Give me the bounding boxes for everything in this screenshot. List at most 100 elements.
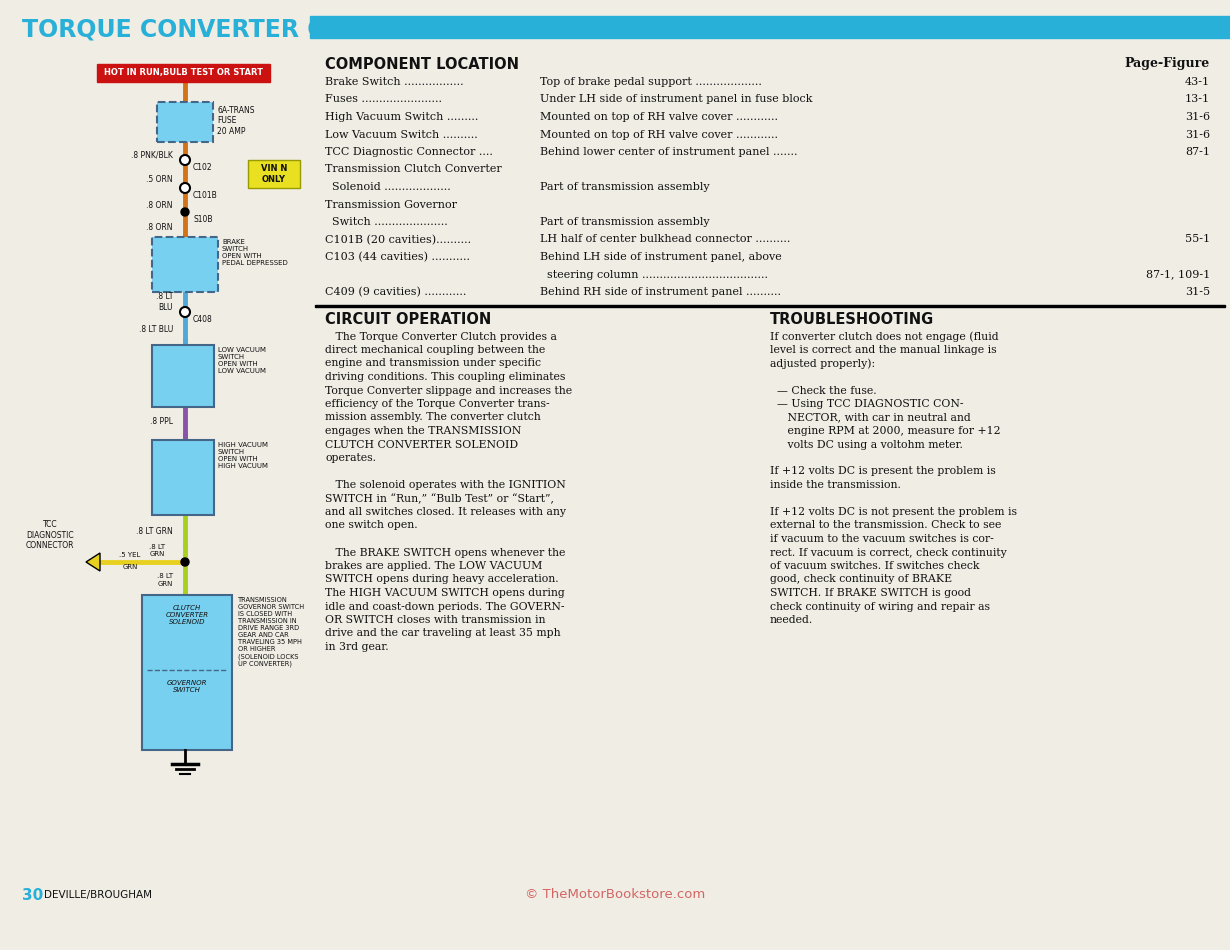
Text: 31-6: 31-6 <box>1184 129 1210 140</box>
Text: S10B: S10B <box>193 215 213 224</box>
Text: TROUBLESHOOTING: TROUBLESHOOTING <box>770 312 935 327</box>
Text: Part of transmission assembly: Part of transmission assembly <box>540 217 710 227</box>
Text: If converter clutch does not engage (fluid: If converter clutch does not engage (flu… <box>770 332 999 342</box>
Text: of vacuum switches. If switches check: of vacuum switches. If switches check <box>770 561 979 571</box>
Text: COMPONENT LOCATION: COMPONENT LOCATION <box>325 57 519 72</box>
Text: .5 ORN: .5 ORN <box>146 176 173 184</box>
Text: Fuses .......................: Fuses ....................... <box>325 94 442 104</box>
Text: Torque Converter slippage and increases the: Torque Converter slippage and increases … <box>325 386 572 395</box>
Text: LH half of center bulkhead connector ..........: LH half of center bulkhead connector ...… <box>540 235 791 244</box>
Text: The HIGH VACUUM SWITCH opens during: The HIGH VACUUM SWITCH opens during <box>325 588 565 598</box>
Text: BRAKE
SWITCH
OPEN WITH
PEDAL DEPRESSED: BRAKE SWITCH OPEN WITH PEDAL DEPRESSED <box>221 239 288 266</box>
Text: C408: C408 <box>193 315 213 324</box>
Circle shape <box>181 208 189 216</box>
Text: TORQUE CONVERTER CLUTCH: TORQUE CONVERTER CLUTCH <box>22 17 411 41</box>
Text: VIN N
ONLY: VIN N ONLY <box>261 164 287 183</box>
Text: Switch .....................: Switch ..................... <box>325 217 448 227</box>
Bar <box>315 305 1225 307</box>
Text: Behind RH side of instrument panel ..........: Behind RH side of instrument panel .....… <box>540 287 781 297</box>
Text: GOVERNOR
SWITCH: GOVERNOR SWITCH <box>167 680 207 693</box>
Text: brakes are applied. The LOW VACUUM: brakes are applied. The LOW VACUUM <box>325 561 542 571</box>
Text: Low Vacuum Switch ..........: Low Vacuum Switch .......... <box>325 129 477 140</box>
Text: 55-1: 55-1 <box>1184 235 1210 244</box>
Text: NECTOR, with car in neutral and: NECTOR, with car in neutral and <box>770 412 970 423</box>
Text: High Vacuum Switch .........: High Vacuum Switch ......... <box>325 112 478 122</box>
Text: DEVILLE/BROUGHAM: DEVILLE/BROUGHAM <box>44 890 153 900</box>
Text: .8 PPL: .8 PPL <box>150 417 173 427</box>
Text: LOW VACUUM
SWITCH
OPEN WITH
LOW VACUUM: LOW VACUUM SWITCH OPEN WITH LOW VACUUM <box>218 347 266 374</box>
Text: 13-1: 13-1 <box>1184 94 1210 104</box>
Text: C102: C102 <box>193 163 213 172</box>
Text: if vacuum to the vacuum switches is cor-: if vacuum to the vacuum switches is cor- <box>770 534 994 544</box>
Text: .8 ORN: .8 ORN <box>146 200 173 210</box>
Text: Mounted on top of RH valve cover ............: Mounted on top of RH valve cover .......… <box>540 129 779 140</box>
Text: C409 (9 cavities) ............: C409 (9 cavities) ............ <box>325 287 466 297</box>
Text: Mounted on top of RH valve cover ............: Mounted on top of RH valve cover .......… <box>540 112 779 122</box>
Text: C101B (20 cavities)..........: C101B (20 cavities).......... <box>325 235 471 245</box>
Text: .8 LT
GRN: .8 LT GRN <box>149 544 165 557</box>
Text: adjusted properly):: adjusted properly): <box>770 358 875 369</box>
Text: Under LH side of instrument panel in fuse block: Under LH side of instrument panel in fus… <box>540 94 813 104</box>
Text: Behind LH side of instrument panel, above: Behind LH side of instrument panel, abov… <box>540 252 782 262</box>
Text: SWITCH opens during heavy acceleration.: SWITCH opens during heavy acceleration. <box>325 575 558 584</box>
Text: idle and coast-down periods. The GOVERN-: idle and coast-down periods. The GOVERN- <box>325 601 565 612</box>
Bar <box>153 345 214 407</box>
Text: driving conditions. This coupling eliminates: driving conditions. This coupling elimin… <box>325 372 566 382</box>
Circle shape <box>180 307 189 317</box>
Bar <box>141 595 232 750</box>
Text: C101B: C101B <box>193 191 218 200</box>
Text: The solenoid operates with the IGNITION: The solenoid operates with the IGNITION <box>325 480 566 490</box>
Text: .8 LT GRN: .8 LT GRN <box>137 527 173 537</box>
Text: 43-1: 43-1 <box>1184 77 1210 87</box>
Text: The BRAKE SWITCH opens whenever the: The BRAKE SWITCH opens whenever the <box>325 547 566 558</box>
Text: Behind lower center of instrument panel .......: Behind lower center of instrument panel … <box>540 147 797 157</box>
Text: C103 (44 cavities) ...........: C103 (44 cavities) ........... <box>325 252 470 262</box>
Circle shape <box>180 155 189 165</box>
Text: CLUTCH
CONVERTER
SOLENOID: CLUTCH CONVERTER SOLENOID <box>166 605 209 625</box>
Text: operates.: operates. <box>325 453 376 463</box>
Text: and all switches closed. It releases with any: and all switches closed. It releases wit… <box>325 507 566 517</box>
Bar <box>153 237 218 292</box>
Text: rect. If vacuum is correct, check continuity: rect. If vacuum is correct, check contin… <box>770 547 1006 558</box>
Text: 31-5: 31-5 <box>1184 287 1210 297</box>
Text: steering column ....................................: steering column ........................… <box>540 270 768 279</box>
Text: volts DC using a voltohm meter.: volts DC using a voltohm meter. <box>770 440 963 449</box>
Text: 87-1: 87-1 <box>1184 147 1210 157</box>
Text: 30: 30 <box>22 887 43 902</box>
Text: drive and the car traveling at least 35 mph: drive and the car traveling at least 35 … <box>325 629 561 638</box>
Polygon shape <box>86 553 100 571</box>
Circle shape <box>180 183 189 193</box>
Text: CLUTCH CONVERTER SOLENOID: CLUTCH CONVERTER SOLENOID <box>325 440 518 449</box>
Text: mission assembly. The converter clutch: mission assembly. The converter clutch <box>325 412 541 423</box>
Text: engine RPM at 2000, measure for +12: engine RPM at 2000, measure for +12 <box>770 426 1001 436</box>
Text: The Torque Converter Clutch provides a: The Torque Converter Clutch provides a <box>325 332 557 341</box>
Text: SWITCH. If BRAKE SWITCH is good: SWITCH. If BRAKE SWITCH is good <box>770 588 970 598</box>
Text: external to the transmission. Check to see: external to the transmission. Check to s… <box>770 521 1001 530</box>
Text: © TheMotorBookstore.com: © TheMotorBookstore.com <box>525 888 705 902</box>
Text: Transmission Clutch Converter: Transmission Clutch Converter <box>325 164 502 175</box>
Text: If +12 volts DC is not present the problem is: If +12 volts DC is not present the probl… <box>770 507 1017 517</box>
Text: TCC
DIAGNOSTIC
CONNECTOR: TCC DIAGNOSTIC CONNECTOR <box>26 521 74 550</box>
Text: one switch open.: one switch open. <box>325 521 418 530</box>
Text: CIRCUIT OPERATION: CIRCUIT OPERATION <box>325 312 491 327</box>
Text: level is correct and the manual linkage is: level is correct and the manual linkage … <box>770 345 996 355</box>
Text: 31-6: 31-6 <box>1184 112 1210 122</box>
Text: OR SWITCH closes with transmission in: OR SWITCH closes with transmission in <box>325 615 545 625</box>
Text: 87-1, 109-1: 87-1, 109-1 <box>1146 270 1210 279</box>
Text: TRANSMISSION
GOVERNOR SWITCH
IS CLOSED WITH
TRANSMISSION IN
DRIVE RANGE 3RD
GEAR: TRANSMISSION GOVERNOR SWITCH IS CLOSED W… <box>237 597 304 667</box>
Text: direct mechanical coupling between the: direct mechanical coupling between the <box>325 345 545 355</box>
Text: inside the transmission.: inside the transmission. <box>770 480 900 490</box>
Text: .8 ORN: .8 ORN <box>146 223 173 233</box>
Bar <box>157 102 213 142</box>
Text: in 3rd gear.: in 3rd gear. <box>325 642 389 652</box>
Text: Brake Switch .................: Brake Switch ................. <box>325 77 464 87</box>
Text: Solenoid ...................: Solenoid ................... <box>325 182 450 192</box>
Circle shape <box>181 558 189 566</box>
Text: engages when the TRANSMISSION: engages when the TRANSMISSION <box>325 426 522 436</box>
Text: Page-Figure: Page-Figure <box>1124 57 1210 70</box>
Text: HIGH VACUUM
SWITCH
OPEN WITH
HIGH VACUUM: HIGH VACUUM SWITCH OPEN WITH HIGH VACUUM <box>218 442 268 469</box>
Text: Transmission Governor: Transmission Governor <box>325 200 458 210</box>
Text: needed.: needed. <box>770 615 813 625</box>
Text: .8 PNK/BLK: .8 PNK/BLK <box>132 150 173 160</box>
Text: If +12 volts DC is present the problem is: If +12 volts DC is present the problem i… <box>770 466 996 477</box>
